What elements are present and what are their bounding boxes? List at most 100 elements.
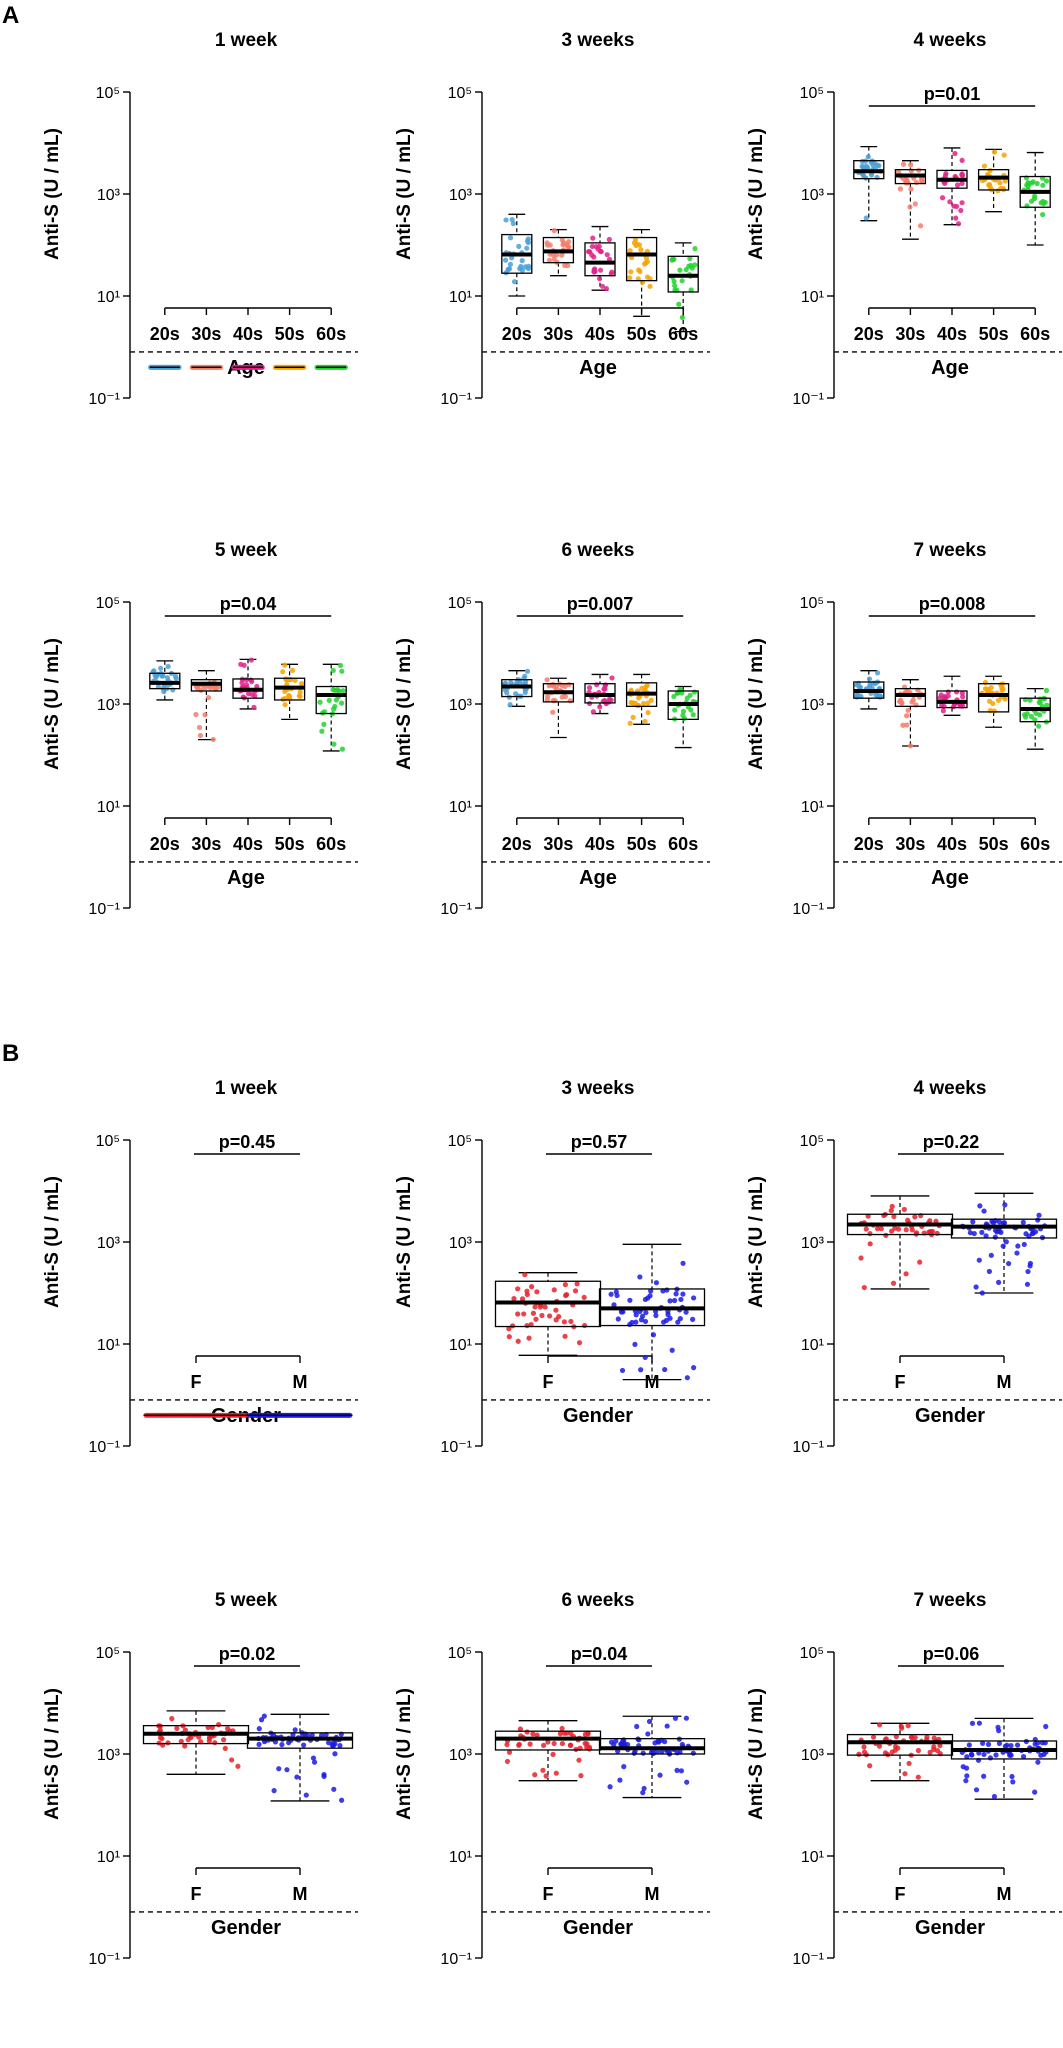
chart-9-y-tick-label: 10¹ bbox=[801, 1337, 824, 1354]
chart-8-group-F-point bbox=[529, 1284, 535, 1290]
chart-12-group-M-point bbox=[995, 1724, 1001, 1730]
chart-8-group-F-point bbox=[511, 1295, 517, 1302]
chart-7-y-tick-label: 10⁵ bbox=[96, 1133, 120, 1150]
chart-6-y-label: Anti-S (U / mL) bbox=[746, 638, 767, 770]
chart-8-group-F-point bbox=[561, 1319, 567, 1325]
chart-4-group-20s-point bbox=[165, 663, 171, 670]
chart-12-group-F-point bbox=[915, 1747, 922, 1754]
chart-5-pvalue: p=0.007 bbox=[567, 594, 634, 614]
chart-10-group-M-point bbox=[271, 1788, 277, 1794]
chart-5-group-50s-point bbox=[640, 700, 647, 707]
chart-10-group-M-point bbox=[261, 1713, 267, 1719]
chart-2-group-40s-box bbox=[584, 242, 616, 277]
chart-12-group-F-point bbox=[902, 1771, 908, 1777]
chart-7-y-tick-label: 10³ bbox=[97, 1235, 121, 1252]
panel-letter-a: A bbox=[2, 2, 20, 29]
chart-8-group-F-point bbox=[556, 1314, 562, 1320]
chart-10-group-M-point bbox=[292, 1727, 298, 1733]
chart-4-title: 5 week bbox=[215, 540, 278, 561]
chart-5-group-40s-point bbox=[590, 709, 596, 715]
chart-8-group-M-point bbox=[677, 1316, 683, 1322]
chart-12-group-M-point bbox=[996, 1740, 1003, 1747]
chart-5-group-60s-point bbox=[680, 708, 687, 714]
chart-3-group-60s-point bbox=[1025, 180, 1031, 186]
chart-2-y-tick-label: 10⁻¹ bbox=[440, 391, 472, 408]
chart-6-x-tick-label: 20s bbox=[854, 834, 884, 854]
chart-9-group-M-point bbox=[1000, 1243, 1006, 1249]
chart-12-group-M-point bbox=[985, 1741, 992, 1747]
chart-9-group-M-point bbox=[1021, 1241, 1027, 1248]
chart-11-group-F-point bbox=[516, 1741, 522, 1747]
chart-4-group-60s-point bbox=[331, 741, 337, 747]
chart-10-group-F-point bbox=[235, 1763, 241, 1769]
chart-8-group-F-point bbox=[581, 1294, 587, 1301]
chart-3-group-30s-point bbox=[908, 186, 914, 192]
chart-3-y-tick-label: 10³ bbox=[801, 187, 825, 204]
chart-4-group-40s-point bbox=[243, 682, 250, 688]
chart-3-pvalue: p=0.01 bbox=[924, 84, 981, 104]
chart-8-group-M-point bbox=[669, 1347, 675, 1353]
chart-9-group-F-point bbox=[926, 1229, 932, 1235]
chart-5-group-30s-point bbox=[544, 677, 550, 683]
chart-3-group-50s-point bbox=[1002, 178, 1008, 184]
chart-8-group-M-point bbox=[619, 1367, 626, 1374]
chart-4-group-50s-point bbox=[296, 693, 302, 699]
chart-2-group-40s-point bbox=[599, 283, 606, 289]
chart-9-group-F-point bbox=[903, 1271, 909, 1277]
chart-9-group-M-point bbox=[973, 1284, 979, 1290]
chart-8-group-F-point bbox=[562, 1333, 568, 1339]
chart-2-y-tick-label: 10¹ bbox=[449, 289, 472, 306]
chart-5-y-tick-label: 10¹ bbox=[449, 799, 472, 816]
chart-8-y-tick-label: 10¹ bbox=[449, 1337, 472, 1354]
chart-3-group-30s-point bbox=[900, 161, 907, 167]
chart-9-group-F-point bbox=[891, 1213, 897, 1220]
chart-11-group-F-point bbox=[559, 1740, 566, 1747]
chart-11-group-F-point bbox=[545, 1739, 551, 1745]
chart-5-group-40s-point bbox=[609, 675, 615, 681]
chart-2-group-40s-point bbox=[596, 243, 602, 250]
chart-3-group-30s-point bbox=[912, 201, 918, 207]
chart-6-x-tick-label: 50s bbox=[979, 834, 1009, 854]
chart-2-group-50s-point bbox=[637, 268, 643, 275]
chart-2-group-40s-point bbox=[597, 248, 604, 255]
chart-3-y-label: Anti-S (U / mL) bbox=[746, 128, 767, 260]
chart-9-group-M-point bbox=[992, 1234, 998, 1240]
chart-4-group-60s-point bbox=[326, 697, 332, 704]
chart-3-x-tick-label: 30s bbox=[895, 324, 925, 344]
chart-12-pvalue: p=0.06 bbox=[923, 1644, 980, 1664]
chart-9-group-F-point bbox=[867, 1241, 873, 1247]
chart-9-group-M-point bbox=[979, 1229, 985, 1236]
chart-11-group-M-point bbox=[641, 1785, 647, 1792]
chart-3-group-40s-point bbox=[939, 195, 946, 201]
chart-8-group-F-point bbox=[542, 1304, 548, 1310]
chart-2-group-30s-point bbox=[564, 241, 570, 248]
chart-8-group-M-point bbox=[667, 1298, 673, 1304]
chart-4-x-label: Age bbox=[227, 867, 265, 889]
chart-10-group-F-point bbox=[182, 1727, 189, 1733]
chart-7-y-tick-label: 10⁻¹ bbox=[88, 1439, 120, 1456]
chart-10-group-M-point bbox=[331, 1786, 337, 1792]
chart-10-group-M-point bbox=[284, 1767, 290, 1773]
chart-11-group-F-point bbox=[568, 1730, 574, 1737]
chart-4-group-30s-point bbox=[205, 694, 212, 701]
chart-8-y-tick-label: 10⁵ bbox=[448, 1133, 472, 1150]
chart-11-x-tick-label: M bbox=[645, 1884, 660, 1904]
chart-4-group-20s-point bbox=[164, 675, 171, 681]
chart-5-group-60s-point bbox=[690, 712, 696, 718]
chart-5-group-40s-point bbox=[586, 685, 593, 691]
chart-6-group-40s-point bbox=[959, 690, 965, 696]
chart-12-group-F-point bbox=[856, 1751, 862, 1757]
chart-2-group-40s-point bbox=[596, 276, 603, 282]
chart-10-group-M-point bbox=[310, 1755, 317, 1761]
chart-2-y-tick-label: 10³ bbox=[449, 187, 473, 204]
chart-11-group-M-point bbox=[640, 1750, 646, 1756]
chart-5-y-tick-label: 10⁵ bbox=[448, 595, 472, 612]
chart-4-group-50s-point bbox=[282, 662, 288, 668]
chart-5-group-40s-point bbox=[597, 704, 603, 710]
chart-2-group-60s-point bbox=[676, 301, 682, 307]
chart-6-x-tick-label: 60s bbox=[1020, 834, 1050, 854]
chart-12-group-F-point bbox=[931, 1746, 937, 1753]
chart-12-group-F-point bbox=[883, 1736, 889, 1742]
chart-3-group-60s-point bbox=[1042, 199, 1048, 206]
